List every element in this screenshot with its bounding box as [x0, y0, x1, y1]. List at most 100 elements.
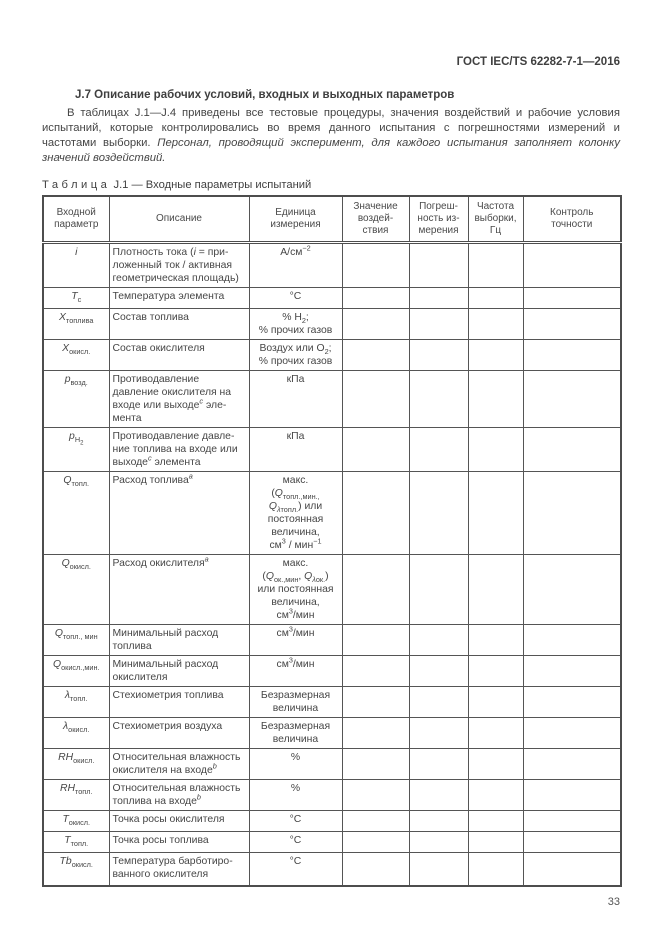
- cell-freq-empty: [467, 747, 524, 780]
- cell-freq-empty: [467, 851, 524, 887]
- cell-freq-empty: [467, 716, 524, 749]
- cell-desc: Противодавление давле­ние топлива на вхо…: [108, 426, 250, 472]
- cell-unit: макс. (Qтопл.,мин., Qλтопл.) или постоянная…: [248, 470, 343, 555]
- cell-control-empty: [522, 426, 622, 472]
- column-header-value: Значение воздей-ствия: [341, 195, 410, 244]
- table-caption-title: J.1 — Входные параметры испытаний: [110, 179, 312, 191]
- cell-desc: Температура элемента: [108, 286, 250, 309]
- cell-param: λокисл.: [42, 716, 110, 749]
- cell-unit: %: [248, 747, 343, 780]
- table-row: Tс Температура элемента °С: [42, 286, 622, 309]
- cell-error-empty: [408, 369, 469, 428]
- cell-param: i: [42, 241, 110, 288]
- table-row: Qокисл.,мин. Минимальный расход окислител…: [42, 654, 622, 687]
- cell-value-empty: [341, 307, 410, 340]
- cell-error-empty: [408, 553, 469, 625]
- column-header-freq: Частота выборки, Гц: [467, 195, 524, 244]
- cell-unit: °С: [248, 286, 343, 309]
- intro-text: В таблицах J.1—J.4 приведены все тестовы…: [42, 107, 620, 149]
- cell-desc: Состав окислителя: [108, 338, 250, 371]
- cell-freq-empty: [467, 241, 524, 288]
- cell-desc: Плотность тока (i = при­ложенный ток / а…: [108, 241, 250, 288]
- cell-value-empty: [341, 778, 410, 811]
- cell-desc: Температура барботиро­ванного окислителя: [108, 851, 250, 887]
- cell-param: Xокисл.: [42, 338, 110, 371]
- table-row: λокисл. Стехиометрия воздуха Безразмерная …: [42, 716, 622, 749]
- cell-control-empty: [522, 470, 622, 555]
- cell-desc: Стехиометрия воздуха: [108, 716, 250, 749]
- cell-value-empty: [341, 553, 410, 625]
- cell-param: Tтопл.: [42, 830, 110, 853]
- cell-error-empty: [408, 307, 469, 340]
- cell-desc: Относительная влажность окислителя на вх…: [108, 747, 250, 780]
- cell-freq-empty: [467, 685, 524, 718]
- table-caption: Таблица J.1 — Входные параметры испытани…: [42, 179, 620, 191]
- column-header-unit: Единица измерения: [248, 195, 343, 244]
- cell-error-empty: [408, 830, 469, 853]
- table-row: i Плотность тока (i = при­ложенный ток / …: [42, 241, 622, 288]
- cell-param: Tbокисл.: [42, 851, 110, 887]
- cell-value-empty: [341, 369, 410, 428]
- standard-number: ГОСТ IEC/TS 62282-7-1—2016: [456, 56, 620, 68]
- cell-control-empty: [522, 623, 622, 656]
- cell-value-empty: [341, 809, 410, 832]
- table-row: Qтопл. Расход топливаa макс. (Qтопл.,мин., Q…: [42, 470, 622, 555]
- cell-control-empty: [522, 716, 622, 749]
- cell-param: RHокисл.: [42, 747, 110, 780]
- cell-error-empty: [408, 338, 469, 371]
- table-header-row: Входной параметр Описание Единица измерения З…: [42, 195, 622, 244]
- cell-error-empty: [408, 809, 469, 832]
- input-params-table: Входной параметр Описание Единица измерения З…: [42, 195, 622, 887]
- cell-desc: Минимальный расход окислителя: [108, 654, 250, 687]
- cell-param: λтопл.: [42, 685, 110, 718]
- cell-control-empty: [522, 241, 622, 288]
- cell-unit: % H2;% прочих газов: [248, 307, 343, 340]
- cell-freq-empty: [467, 778, 524, 811]
- cell-value-empty: [341, 830, 410, 853]
- cell-value-empty: [341, 747, 410, 780]
- intro-italic-note: Персонал, проводящий эксперимент, для ка…: [42, 137, 620, 164]
- cell-unit: Безразмерная величина: [248, 685, 343, 718]
- cell-control-empty: [522, 338, 622, 371]
- cell-param: Tокисл.: [42, 809, 110, 832]
- cell-freq-empty: [467, 426, 524, 472]
- cell-desc: Точка росы окислителя: [108, 809, 250, 832]
- cell-param: Qтопл.: [42, 470, 110, 555]
- cell-freq-empty: [467, 369, 524, 428]
- cell-error-empty: [408, 778, 469, 811]
- cell-unit: Воздух или O2;% прочих газов: [248, 338, 343, 371]
- cell-desc: Состав топлива: [108, 307, 250, 340]
- cell-control-empty: [522, 851, 622, 887]
- cell-control-empty: [522, 369, 622, 428]
- cell-unit: кПа: [248, 369, 343, 428]
- cell-freq-empty: [467, 830, 524, 853]
- cell-value-empty: [341, 654, 410, 687]
- table-row: Tокисл. Точка росы окислителя °С: [42, 809, 622, 832]
- cell-error-empty: [408, 747, 469, 780]
- table-row: pH2 Противодавление давле­ние топлива на …: [42, 426, 622, 472]
- column-header-desc: Описание: [108, 195, 250, 244]
- cell-unit: °С: [248, 809, 343, 832]
- cell-error-empty: [408, 426, 469, 472]
- cell-unit: макс. (Qок.,мин, Qλок.) или постоянная вели…: [248, 553, 343, 625]
- cell-param: Qтопл., мин: [42, 623, 110, 656]
- cell-unit: °С: [248, 851, 343, 887]
- cell-value-empty: [341, 286, 410, 309]
- table-row: λтопл. Стехиометрия топлива Безразмерная в…: [42, 685, 622, 718]
- cell-control-empty: [522, 685, 622, 718]
- cell-value-empty: [341, 338, 410, 371]
- cell-param: Xтоплива: [42, 307, 110, 340]
- cell-freq-empty: [467, 654, 524, 687]
- cell-freq-empty: [467, 338, 524, 371]
- cell-error-empty: [408, 851, 469, 887]
- column-header-error: Погреш-ность из-мерения: [408, 195, 469, 244]
- cell-value-empty: [341, 426, 410, 472]
- cell-unit: см3/мин: [248, 623, 343, 656]
- cell-control-empty: [522, 307, 622, 340]
- cell-param: RHтопл.: [42, 778, 110, 811]
- cell-control-empty: [522, 747, 622, 780]
- table-body: i Плотность тока (i = при­ложенный ток / …: [42, 241, 622, 887]
- cell-freq-empty: [467, 470, 524, 555]
- cell-error-empty: [408, 623, 469, 656]
- table-row: Xтоплива Состав топлива% H2;% прочих газо…: [42, 307, 622, 340]
